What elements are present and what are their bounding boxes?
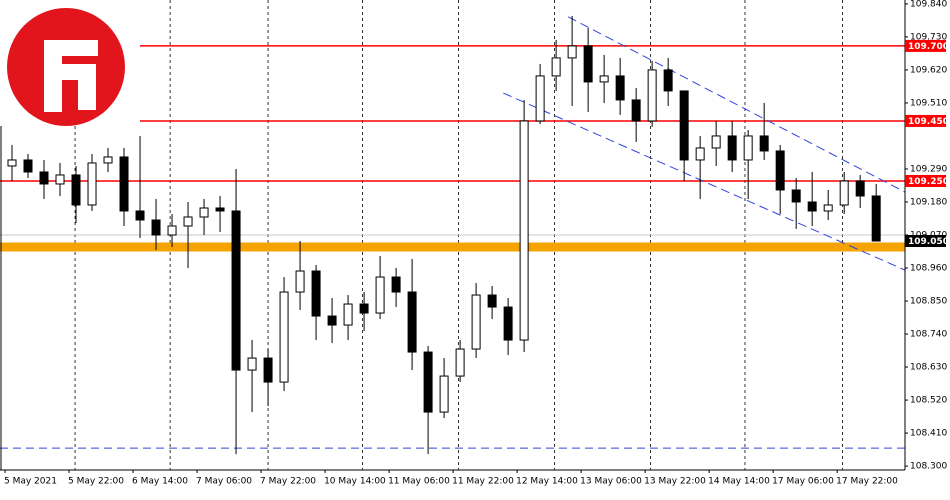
candle-body	[567, 45, 577, 59]
y-tick-label: 109.290	[910, 164, 947, 174]
candle-body	[87, 162, 97, 206]
candle-body	[679, 90, 689, 161]
candle-body	[247, 357, 257, 371]
candle-body	[359, 303, 369, 314]
candle-body	[119, 156, 129, 212]
candle-body	[279, 291, 289, 383]
logo-glyph	[44, 40, 98, 112]
price-label-box	[905, 235, 946, 248]
candle-body	[663, 69, 673, 92]
x-tick-label: 6 May 14:00	[132, 477, 188, 487]
y-tick-label: 108.740	[910, 330, 947, 340]
y-tick-label: 109.510	[910, 98, 947, 108]
candle-body	[551, 57, 561, 77]
candle-body	[855, 180, 865, 197]
candle-body	[135, 210, 145, 221]
candle-body	[263, 357, 273, 383]
candle-body	[439, 375, 449, 413]
candle-body	[391, 276, 401, 293]
y-tick-label: 109.620	[910, 65, 947, 75]
x-tick-label: 17 May 22:00	[836, 477, 898, 487]
logo	[0, 0, 140, 126]
y-tick-label: 108.630	[910, 363, 947, 373]
y-tick-label: 109.180	[910, 197, 947, 207]
x-tick-label: 17 May 06:00	[772, 477, 834, 487]
x-tick-label: 11 May 22:00	[452, 477, 514, 487]
x-tick-label: 11 May 06:00	[388, 477, 450, 487]
price-label: 109.250	[908, 177, 949, 187]
candle-body	[327, 315, 337, 326]
channel-line	[567, 16, 906, 193]
candle-body	[455, 348, 465, 377]
x-tick-label: 14 May 14:00	[708, 477, 770, 487]
candle-body	[759, 135, 769, 152]
candle-body	[151, 219, 161, 236]
x-tick-label: 12 May 14:00	[516, 477, 578, 487]
candle-body	[55, 174, 65, 185]
candle-body	[711, 135, 721, 149]
x-tick-label: 13 May 06:00	[580, 477, 642, 487]
candle-body	[311, 270, 321, 317]
candle-body	[791, 189, 801, 203]
price-label-box	[905, 174, 946, 187]
candle-body	[871, 195, 881, 242]
y-tick-label: 108.850	[910, 297, 947, 307]
candle-body	[23, 159, 33, 173]
candle-body	[727, 135, 737, 161]
candle-body	[71, 174, 81, 206]
candle-body	[407, 291, 417, 353]
candle-body	[775, 150, 785, 191]
candle-body	[519, 120, 529, 341]
candle-body	[215, 207, 225, 212]
candle-body	[231, 210, 241, 371]
candle-body	[647, 69, 657, 122]
candle-body	[183, 216, 193, 227]
candle-body	[167, 225, 177, 236]
candle-body	[743, 135, 753, 161]
candle-body	[631, 99, 641, 122]
candle-body	[615, 75, 625, 101]
candle-body	[423, 351, 433, 413]
y-tick-label: 108.300	[910, 462, 947, 472]
candle-body	[535, 75, 545, 122]
y-tick-label: 109.840	[910, 0, 947, 9]
x-tick-label: 7 May 22:00	[260, 477, 316, 487]
price-label: 109.700	[908, 42, 949, 52]
candle-body	[807, 201, 817, 212]
candle-body	[375, 276, 385, 314]
candle-body	[295, 270, 305, 293]
candle-body	[103, 156, 113, 164]
x-tick-label: 10 May 14:00	[324, 477, 386, 487]
price-label-box	[905, 114, 946, 127]
candle-body	[199, 207, 209, 218]
candle-body	[343, 303, 353, 326]
price-label-box	[905, 39, 946, 52]
candle-body	[695, 147, 705, 161]
candle-body	[471, 294, 481, 350]
plot-area	[0, 0, 906, 470]
candle-body	[823, 204, 833, 212]
y-tick-label: 108.960	[910, 264, 947, 274]
x-tick-label: 7 May 06:00	[196, 477, 252, 487]
candle-body	[7, 159, 17, 167]
y-tick-label: 108.520	[910, 396, 947, 406]
candle-body	[503, 306, 513, 341]
candle-body	[599, 75, 609, 83]
candle-body	[487, 294, 497, 308]
x-tick-label: 5 May 22:00	[68, 477, 124, 487]
candle-body	[39, 171, 49, 185]
y-tick-label: 108.410	[910, 429, 947, 439]
price-label: 109.050	[908, 237, 949, 247]
x-tick-label: 5 May 2021	[4, 477, 57, 487]
candle-body	[583, 45, 593, 83]
y-tick-label: 109.730	[910, 32, 947, 42]
x-tick-label: 13 May 22:00	[644, 477, 706, 487]
channel-line	[503, 92, 906, 271]
price-label: 109.450	[908, 117, 949, 127]
candle-body	[839, 180, 849, 206]
